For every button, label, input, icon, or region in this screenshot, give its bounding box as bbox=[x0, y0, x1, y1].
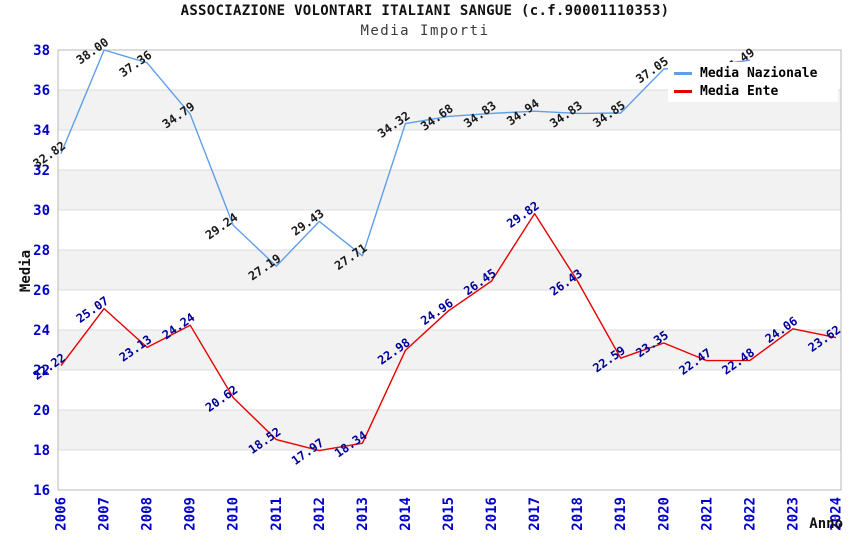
y-tick-label: 28 bbox=[33, 243, 50, 259]
y-tick-label: 36 bbox=[33, 83, 50, 99]
legend-label: Media Nazionale bbox=[700, 65, 818, 81]
y-tick-label: 16 bbox=[33, 483, 50, 499]
legend-label: Media Ente bbox=[700, 83, 779, 99]
x-tick-label: 2023 bbox=[785, 497, 801, 531]
x-tick-label: 2018 bbox=[570, 497, 586, 531]
chart-title: ASSOCIAZIONE VOLONTARI ITALIANI SANGUE (… bbox=[180, 3, 670, 19]
x-tick-label: 2019 bbox=[613, 497, 629, 531]
y-tick-label: 34 bbox=[33, 123, 50, 139]
x-tick-label: 2017 bbox=[527, 497, 543, 531]
x-tick-label: 2012 bbox=[312, 497, 328, 531]
x-tick-label: 2014 bbox=[398, 497, 414, 531]
x-tick-label: 2022 bbox=[742, 497, 758, 531]
series-line-media-ente bbox=[60, 212, 837, 452]
x-tick-label: 2008 bbox=[140, 497, 156, 531]
value-label: 24.96 bbox=[418, 296, 456, 328]
series-line-media-nazionale bbox=[60, 49, 750, 267]
x-axis-label: Anno bbox=[809, 516, 843, 532]
plot-border bbox=[57, 49, 842, 491]
x-tick-label: 2024 bbox=[829, 497, 845, 531]
grid-band bbox=[58, 330, 841, 370]
x-tick-label: 2010 bbox=[226, 497, 242, 531]
legend-line-swatch-ente-icon bbox=[674, 89, 692, 93]
grid-band bbox=[58, 170, 841, 210]
x-tick-label: 2007 bbox=[97, 497, 113, 531]
y-tick-label: 26 bbox=[33, 283, 50, 299]
x-tick-label: 2013 bbox=[355, 497, 371, 531]
x-tick-label: 2006 bbox=[54, 497, 70, 531]
x-tick-label: 2015 bbox=[441, 497, 457, 531]
series-lines bbox=[60, 49, 837, 452]
legend-item-media-ente: Media Ente bbox=[674, 84, 838, 99]
x-tick-label: 2011 bbox=[269, 497, 285, 531]
chart-subtitle: Media Importi bbox=[360, 23, 490, 39]
x-tick-label: 2016 bbox=[484, 497, 500, 531]
legend: Media Nazionale Media Ente bbox=[668, 62, 838, 102]
x-tick-label: 2021 bbox=[699, 497, 715, 531]
plot-bands bbox=[58, 90, 841, 450]
plot-gridlines bbox=[57, 49, 842, 491]
x-tick-label: 2020 bbox=[656, 497, 672, 531]
y-tick-label: 38 bbox=[33, 43, 50, 59]
y-tick-label: 22 bbox=[33, 363, 50, 379]
grid-band bbox=[58, 410, 841, 450]
legend-item-media-nazionale: Media Nazionale bbox=[674, 66, 838, 81]
y-tick-label: 30 bbox=[33, 203, 50, 219]
grid-band bbox=[58, 250, 841, 290]
x-tick-label: 2009 bbox=[183, 497, 199, 531]
y-tick-label: 18 bbox=[33, 443, 50, 459]
y-tick-label: 20 bbox=[33, 403, 50, 419]
y-tick-label: 24 bbox=[33, 323, 50, 339]
legend-line-swatch-nazionale-icon bbox=[674, 71, 692, 75]
y-tick-label: 32 bbox=[33, 163, 50, 179]
y-axis-label: Media bbox=[18, 250, 34, 292]
